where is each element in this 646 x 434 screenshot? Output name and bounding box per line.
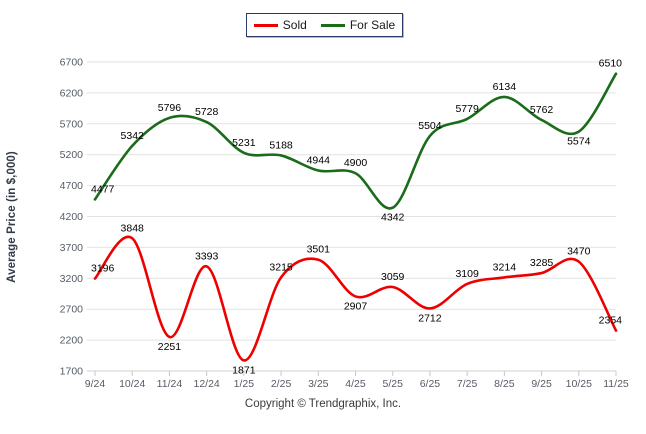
data-label: 5574 [567, 136, 591, 148]
data-label: 3059 [381, 271, 405, 283]
y-tick-label: 3700 [60, 242, 84, 254]
data-label: 2251 [158, 341, 182, 353]
y-tick-label: 3200 [60, 273, 84, 285]
y-axis-title: Average Price (in $,000) [6, 151, 18, 283]
x-tick-label: 11/24 [157, 378, 183, 390]
data-label: 5188 [269, 139, 293, 151]
x-tick-label: 9/25 [531, 378, 552, 390]
x-tick-label: 11/25 [603, 378, 629, 390]
y-tick-label: 5700 [60, 118, 84, 130]
data-label: 3214 [493, 261, 517, 273]
y-tick-label: 5200 [60, 149, 84, 161]
y-tick-label: 6700 [60, 57, 84, 69]
data-label: 4477 [91, 183, 115, 195]
data-label: 4342 [381, 212, 405, 224]
series-line-for-sale [93, 72, 618, 210]
data-label: 4944 [307, 155, 331, 167]
copyright-notice: Copyright © Trendgraphix, Inc. [244, 398, 402, 410]
x-tick-label: 9/24 [85, 378, 106, 390]
data-label: 2354 [599, 315, 623, 327]
x-tick-label: 12/24 [194, 378, 220, 390]
data-label: 3109 [455, 268, 479, 280]
data-label: 2712 [418, 312, 442, 324]
y-tick-label: 1700 [60, 366, 84, 378]
x-tick-label: 1/25 [234, 378, 255, 390]
y-tick-label: 2700 [60, 304, 84, 316]
x-tick-label: 6/25 [420, 378, 441, 390]
x-tick-label: 3/25 [308, 378, 329, 390]
data-label: 3470 [567, 246, 591, 258]
data-label: 3285 [530, 257, 554, 269]
data-label: 6510 [599, 58, 623, 70]
legend-entry-sold: Sold [253, 18, 307, 32]
legend-entry-for-sale: For Sale [320, 18, 396, 32]
data-label: 3393 [195, 250, 219, 262]
legend-label-for-sale: For Sale [349, 18, 396, 32]
legend-swatch-sold [253, 23, 278, 27]
data-label: 4900 [344, 157, 368, 169]
data-label: 2907 [344, 300, 368, 312]
data-label: 5342 [121, 130, 145, 142]
data-label: 1871 [232, 364, 256, 376]
y-tick-label: 4700 [60, 180, 84, 192]
chart-legend: Sold For Sale [246, 13, 403, 37]
y-tick-label: 2200 [60, 335, 84, 347]
data-label: 3196 [91, 263, 115, 275]
series-line-sold [93, 235, 618, 362]
legend-swatch-for-sale [320, 23, 345, 27]
data-label: 5728 [195, 106, 219, 118]
data-label: 5779 [455, 103, 479, 115]
data-label: 6134 [493, 81, 517, 93]
data-label: 3848 [121, 222, 145, 234]
data-label: 3215 [269, 261, 293, 273]
x-tick-label: 5/25 [382, 378, 403, 390]
x-tick-label: 7/25 [457, 378, 478, 390]
y-tick-label: 4200 [60, 211, 84, 223]
data-label: 5231 [232, 137, 256, 149]
x-tick-label: 2/25 [271, 378, 292, 390]
data-label: 5796 [158, 102, 182, 114]
y-tick-label: 6200 [60, 87, 84, 99]
data-label: 3501 [307, 244, 331, 256]
data-label: 5504 [418, 120, 442, 132]
x-tick-label: 10/25 [566, 378, 592, 390]
data-label: 5762 [530, 104, 554, 116]
x-tick-label: 4/25 [345, 378, 366, 390]
x-tick-label: 8/25 [494, 378, 515, 390]
x-tick-label: 10/24 [119, 378, 145, 390]
legend-label-sold: Sold [282, 18, 307, 32]
